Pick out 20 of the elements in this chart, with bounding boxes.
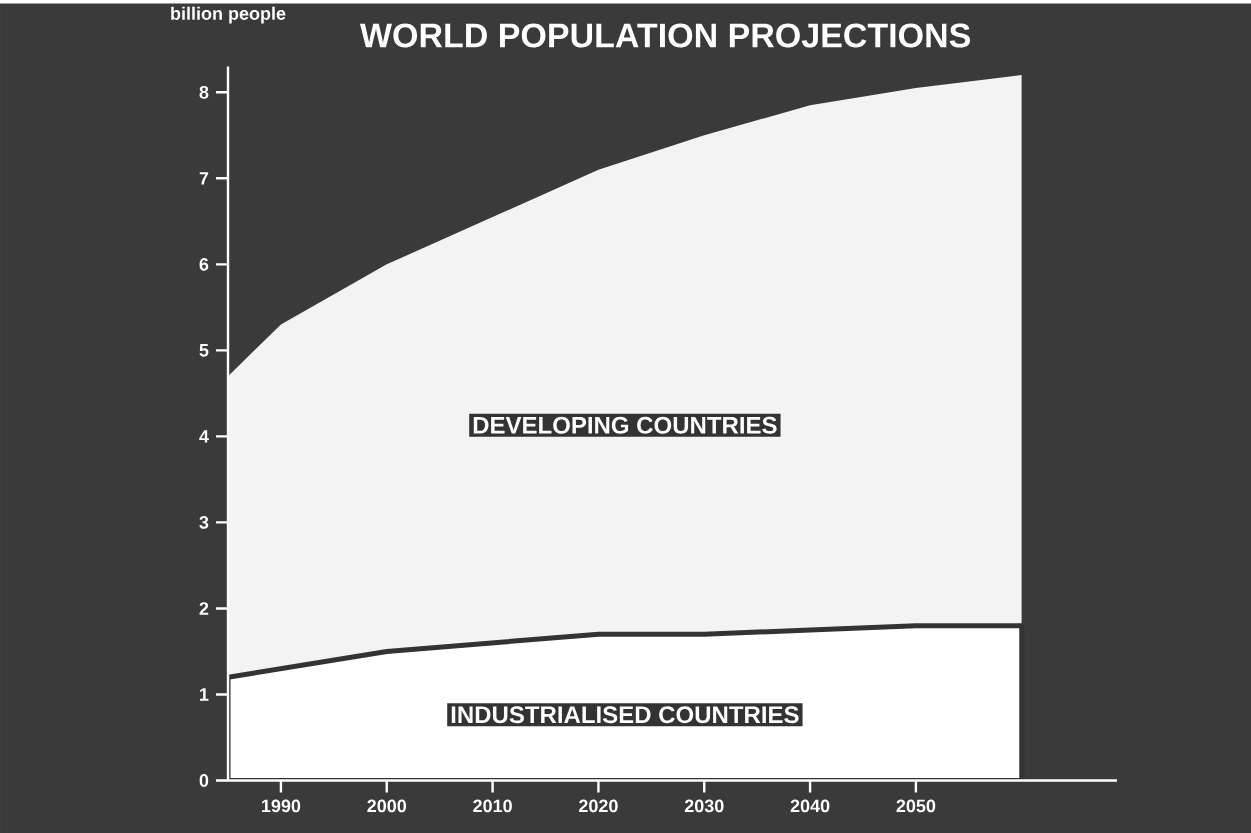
y-tick-label: 2 <box>199 601 209 615</box>
y-tick-label: 1 <box>200 688 209 701</box>
y-tick-label: 6 <box>199 257 209 271</box>
y-tick-label: 3 <box>199 515 209 529</box>
x-tick-label: 2000 <box>367 799 407 813</box>
x-tick-label: 2030 <box>684 799 724 813</box>
y-tick-label: 5 <box>199 343 209 357</box>
x-tick-label: 2050 <box>896 799 936 813</box>
y-tick-label: 7 <box>199 171 209 185</box>
y-tick-label: 4 <box>199 429 209 443</box>
x-tick-label: 1990 <box>262 799 301 813</box>
y-tick-label: 8 <box>199 85 209 99</box>
series-label: INDUSTRIALISED COUNTRIES <box>451 705 799 723</box>
x-tick-label: 2020 <box>579 799 618 813</box>
x-tick-label: 2010 <box>473 799 512 813</box>
chart-title: WORLD POPULATION PROJECTIONS <box>359 23 970 48</box>
y-tick-label: 0 <box>199 773 209 787</box>
y-axis-title: billion people <box>171 6 286 24</box>
x-tick-label: 2040 <box>790 799 830 813</box>
series-label: DEVELOPING COUNTRIES <box>473 416 777 434</box>
